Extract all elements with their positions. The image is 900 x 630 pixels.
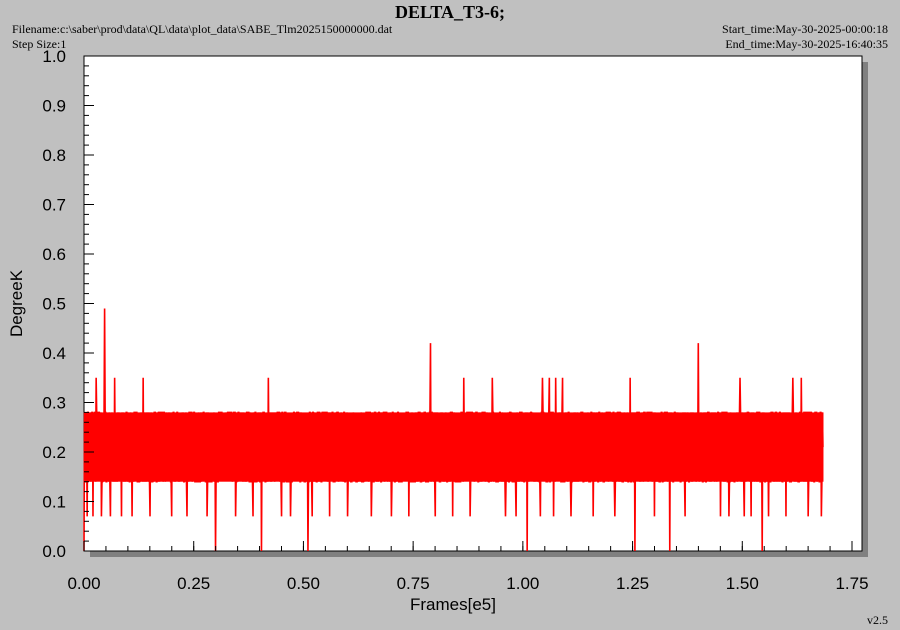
x-axis-title: Frames[e5]	[410, 595, 496, 614]
y-tick-label: 0.3	[42, 394, 66, 413]
y-tick-label: 0.7	[42, 196, 66, 215]
series-line	[83, 308, 824, 552]
y-tick-label: 0.9	[42, 97, 66, 116]
y-axis-title: DegreeK	[7, 269, 26, 337]
y-tick-label: 0.2	[42, 443, 66, 462]
chart-title: DELTA_T3-6;	[394, 2, 506, 22]
y-tick-label: 0.6	[42, 245, 66, 264]
step-size-label: Step Size:1	[12, 37, 67, 51]
x-tick-label: 0.00	[67, 574, 100, 593]
y-tick-label: 0.0	[42, 542, 66, 561]
end-time-label: End_time:May-30-2025-16:40:35	[725, 37, 888, 51]
axes-group: 0.0 0.1 0.2 0.3 0.4 0.5 0.6 0.7 0.8 0.9 1.0 0.00 0.2…	[42, 47, 868, 593]
y-tick-label: 0.8	[42, 146, 66, 165]
x-tick-label: 0.50	[287, 574, 320, 593]
version-label: v2.5	[867, 613, 888, 627]
x-tick-label: 0.75	[397, 574, 430, 593]
y-tick-label: 0.4	[42, 344, 66, 363]
filename-label: Filename:c:\saber\prod\data\QL\data\plot…	[12, 22, 393, 36]
y-tick-label: 0.1	[42, 493, 66, 512]
x-tick-label: 0.25	[177, 574, 210, 593]
start-time-label: Start_time:May-30-2025-00:00:18	[722, 22, 888, 36]
x-tick-label: 1.25	[616, 574, 649, 593]
series-group	[83, 308, 824, 552]
y-tick-label: 0.5	[42, 295, 66, 314]
y-tick-label: 1.0	[42, 47, 66, 66]
x-tick-label: 1.50	[726, 574, 759, 593]
x-tick-label: 1.75	[835, 574, 868, 593]
x-tick-label: 1.00	[506, 574, 539, 593]
